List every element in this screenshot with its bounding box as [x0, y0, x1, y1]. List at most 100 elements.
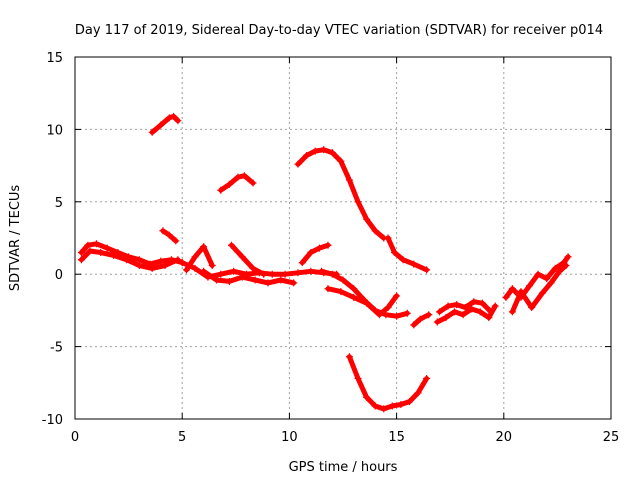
data-point [103, 244, 111, 252]
data-point [405, 398, 413, 406]
data-point [508, 308, 516, 316]
data-point [461, 304, 469, 312]
data-point [320, 146, 328, 154]
x-tick-label: 15 [388, 430, 405, 445]
series-line [346, 354, 430, 412]
data-point [92, 240, 100, 248]
series-arc-peak-4h [148, 112, 182, 136]
data-point [380, 405, 388, 413]
data-point [390, 248, 398, 256]
x-tick-label: 25 [603, 430, 620, 445]
series-seg-15h [384, 234, 431, 274]
series-track-early-low [77, 247, 182, 272]
series-dip-13-16h [345, 353, 431, 413]
data-point [526, 282, 534, 290]
data-point [217, 270, 225, 278]
y-tick-label: 5 [55, 196, 63, 211]
data-point [371, 402, 379, 410]
x-tick-label: 0 [71, 430, 79, 445]
grid [75, 57, 611, 419]
data-point [388, 402, 396, 410]
data-point [200, 267, 208, 275]
data-point [337, 157, 345, 165]
data-point [240, 172, 248, 180]
data-point [403, 309, 411, 317]
data-point [294, 160, 302, 168]
data-point [508, 285, 516, 293]
data-point [435, 308, 443, 316]
data-point [249, 179, 257, 187]
data-point [354, 198, 362, 206]
data-point [122, 256, 130, 264]
data-point [208, 262, 216, 270]
data-point [159, 227, 167, 235]
data-point [528, 304, 536, 312]
data-point [416, 315, 424, 323]
data-point [234, 173, 242, 181]
data-point [213, 276, 221, 284]
data-point [363, 299, 371, 307]
data-series [77, 112, 572, 413]
data-point [562, 262, 570, 270]
data-point [264, 279, 272, 287]
data-point [268, 270, 276, 278]
data-point [371, 227, 379, 235]
data-point [307, 248, 315, 256]
chart-title: Day 117 of 2019, Sidereal Day-to-day VTE… [75, 23, 603, 38]
data-point [178, 259, 186, 267]
data-point [538, 289, 546, 297]
data-point [363, 393, 371, 401]
data-point [318, 267, 326, 275]
data-point [303, 151, 311, 159]
y-tick-label: -5 [50, 341, 63, 356]
x-tick-label: 10 [281, 430, 298, 445]
data-point [502, 293, 510, 301]
data-point [328, 270, 336, 278]
series-track-early [77, 240, 186, 268]
data-point [556, 267, 564, 275]
data-point [468, 305, 476, 313]
data-point [172, 237, 180, 245]
data-point [238, 253, 246, 261]
y-axis-label: SDTVAR / TECUs [8, 185, 23, 292]
data-point [315, 244, 323, 252]
data-point [397, 401, 405, 409]
data-point [157, 257, 165, 265]
data-point [77, 256, 85, 264]
data-point [470, 298, 478, 306]
data-point [384, 304, 392, 312]
data-point [337, 288, 345, 296]
data-point [191, 253, 199, 261]
data-point [354, 374, 362, 382]
series-seg-5.5h [182, 243, 216, 274]
data-point [384, 234, 392, 242]
data-point [174, 256, 182, 264]
data-point [217, 186, 225, 194]
series-line [325, 286, 400, 318]
data-point [375, 311, 383, 319]
data-point [298, 259, 306, 267]
data-point [433, 318, 441, 326]
data-point [345, 353, 353, 361]
data-point [543, 275, 551, 283]
data-point [517, 288, 525, 296]
data-point [165, 231, 173, 239]
data-point [350, 285, 358, 293]
data-point [290, 279, 298, 287]
data-point [324, 241, 332, 249]
data-point [174, 117, 182, 125]
y-tick-label: 0 [55, 268, 63, 283]
data-point [350, 293, 358, 301]
x-tick-label: 5 [178, 430, 186, 445]
data-point [148, 128, 156, 136]
data-point [148, 264, 156, 272]
series-line [503, 254, 571, 300]
data-point [393, 312, 401, 320]
data-point [294, 269, 302, 277]
data-point [225, 277, 233, 285]
series-tail-12-15h-b [324, 285, 401, 319]
data-point [170, 112, 178, 120]
data-point [110, 251, 118, 259]
data-point [547, 279, 555, 287]
